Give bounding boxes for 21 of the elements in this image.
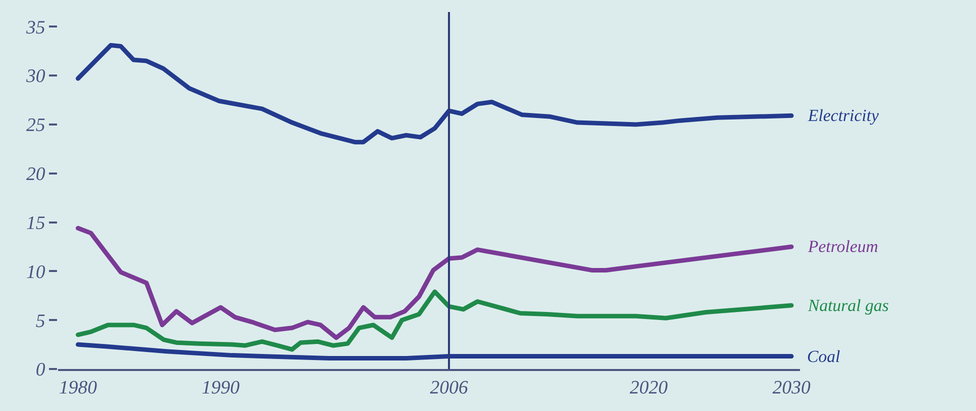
series-label: Coal	[807, 347, 840, 366]
y-tick-label: 10	[26, 262, 46, 283]
series-label: Electricity	[807, 106, 880, 125]
y-tick-label: 15	[26, 212, 46, 234]
y-tick-label: 25	[26, 115, 46, 136]
series-label: Petroleum	[807, 237, 878, 256]
x-tick-label: 2020	[630, 378, 668, 399]
series-label: Natural gas	[807, 296, 890, 315]
line-series	[76, 342, 794, 360]
line-series	[76, 43, 794, 144]
y-tick-label: 30	[25, 66, 46, 88]
line-series	[76, 289, 794, 352]
x-tick-label: 2030	[772, 378, 811, 399]
x-tick-label: 1980	[58, 378, 98, 399]
y-tick-label: 5	[36, 310, 46, 332]
x-tick-label: 2006	[430, 378, 468, 399]
line-series	[76, 226, 794, 340]
x-tick-label: 1990	[202, 378, 240, 399]
y-tick-label: 35	[25, 17, 46, 38]
y-tick-label: 0	[36, 360, 46, 381]
y-tick-label: 20	[26, 164, 46, 186]
